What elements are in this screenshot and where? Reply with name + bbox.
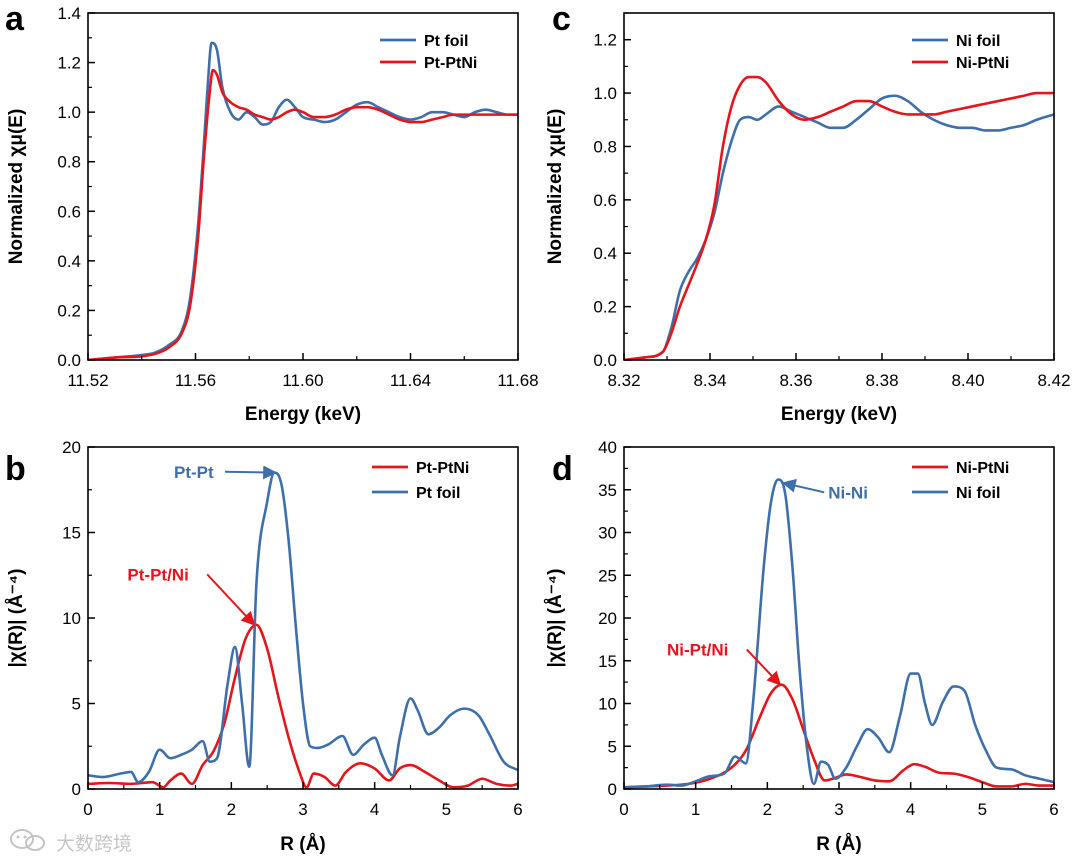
y-tick-label: 10: [598, 695, 617, 714]
x-tick-label: 11.56: [175, 371, 216, 390]
x-tick-label: 5: [442, 800, 451, 819]
x-tick-label: 3: [298, 800, 307, 819]
panel-letter: c: [552, 0, 571, 38]
y-tick-label: 0.0: [57, 351, 81, 370]
y-axis-title: |χ(R)| (Å⁻⁴): [6, 568, 27, 667]
y-tick-label: 5: [72, 695, 81, 714]
y-tick-label: 0.2: [57, 301, 81, 320]
legend-label: Ni-PtNi: [956, 460, 1009, 477]
series-line-pt-ptni: [88, 623, 518, 789]
x-tick-label: 11.60: [282, 371, 323, 390]
legend-label: Pt-PtNi: [424, 55, 477, 72]
y-tick-label: 0.6: [593, 191, 617, 210]
series-line-ni-foil: [624, 478, 1054, 789]
x-tick-label: 2: [763, 800, 772, 819]
x-tick-label: 2: [227, 800, 236, 819]
chart-panel-a: a 11.52 11.56 11.60 11.64 11.68 0.0 0.2 0.4 0.6 0.…: [5, 0, 539, 425]
annotation-arrow: [746, 648, 782, 686]
y-tick-label: 35: [598, 481, 617, 500]
chart-panel-c: c 8.32 8.34 8.36 8.38 8.40 8.42 0.0 0.2 0.4 0.6 0.8…: [545, 0, 1071, 425]
y-tick-label: 5: [608, 737, 617, 756]
y-axis-title: Normalized χμ(E): [545, 109, 566, 265]
panel-letter: d: [552, 450, 573, 488]
y-tick-label: 10: [62, 609, 81, 628]
annotation-arrow: [781, 478, 825, 494]
y-tick-label: 0.8: [57, 153, 81, 172]
watermark-text: 大数跨境: [56, 833, 133, 855]
x-tick-label: 11.52: [67, 371, 108, 390]
legend-label: Ni foil: [956, 33, 1000, 50]
chart-panel-d: d 0 1 2 3 4 5 6 0 5 10 15 20 25 30 35 40 R (Å) |χ(R)| (Å⁻⁴…: [545, 438, 1059, 855]
x-axis-title: R (Å): [280, 834, 325, 855]
x-tick-label: 4: [906, 800, 915, 819]
y-tick-label: 1.0: [57, 103, 81, 122]
y-tick-label: 0: [608, 780, 617, 799]
x-tick-label: 1: [691, 800, 700, 819]
y-axis-title: Normalized χμ(E): [6, 109, 27, 265]
y-tick-label: 0.2: [593, 298, 617, 317]
series-line-ni-ptni: [624, 683, 1054, 789]
x-axis-title: Energy (keV): [245, 404, 361, 425]
x-tick-label: 0: [619, 800, 628, 819]
annotation-label: Ni-Ni: [828, 483, 868, 502]
x-tick-label: 1: [155, 800, 164, 819]
x-tick-label: 8.40: [951, 371, 984, 390]
annotation-arrow: [224, 465, 278, 480]
y-tick-label: 25: [598, 566, 617, 585]
y-tick-label: 0.8: [593, 137, 617, 156]
chart-panel-b: b 0 1 2 3 4 5 6 0 5 10 15 20 R (Å) |χ(R)| (Å⁻⁴) Pt-PtNi…: [5, 438, 523, 855]
panel-letter: b: [5, 450, 26, 488]
series-line-ni-foil: [624, 94, 1054, 360]
y-axis-title: |χ(R)| (Å⁻⁴): [545, 568, 566, 667]
x-tick-label: 6: [1049, 800, 1058, 819]
x-tick-label: 3: [834, 800, 843, 819]
series-line-pt-foil: [88, 41, 518, 360]
legend-label: Ni-PtNi: [956, 55, 1009, 72]
y-tick-label: 1.2: [57, 54, 81, 73]
x-tick-label: 8.36: [779, 371, 812, 390]
watermark: 大数跨境: [8, 826, 158, 856]
y-tick-label: 1.0: [593, 84, 617, 103]
y-tick-label: 0: [72, 780, 81, 799]
y-tick-label: 0.4: [593, 244, 617, 263]
y-tick-label: 1.4: [57, 4, 81, 23]
x-tick-label: 8.42: [1037, 371, 1070, 390]
x-tick-label: 8.32: [607, 371, 640, 390]
y-tick-label: 20: [598, 609, 617, 628]
panel-letter: a: [5, 0, 25, 38]
y-tick-label: 0.0: [593, 351, 617, 370]
y-tick-label: 40: [598, 438, 617, 457]
x-tick-label: 8.34: [693, 371, 726, 390]
x-axis-title: R (Å): [816, 834, 861, 855]
legend-label: Pt foil: [424, 33, 468, 50]
x-tick-label: 6: [513, 800, 522, 819]
y-tick-label: 30: [598, 524, 617, 543]
annotation-label: Pt-Pt: [174, 463, 214, 482]
x-axis-title: Energy (keV): [781, 404, 897, 425]
annotation-label: Pt-Pt/Ni: [127, 565, 188, 584]
series-line-ni-ptni: [624, 75, 1054, 360]
x-tick-label: 0: [83, 800, 92, 819]
y-tick-label: 0.4: [57, 252, 81, 271]
legend-label: Ni foil: [956, 485, 1000, 502]
wechat-logo-icon: [10, 829, 45, 851]
series-line-pt-ptni: [88, 68, 518, 360]
legend-label: Pt-PtNi: [416, 460, 469, 477]
series-line-pt-foil: [88, 471, 518, 784]
legend-label: Pt foil: [416, 485, 460, 502]
x-tick-label: 4: [370, 800, 379, 819]
y-tick-label: 0.6: [57, 202, 81, 221]
x-tick-label: 5: [978, 800, 987, 819]
y-tick-label: 1.2: [593, 31, 617, 50]
y-tick-label: 15: [598, 652, 617, 671]
y-tick-label: 20: [62, 438, 81, 457]
x-tick-label: 11.68: [497, 371, 538, 390]
x-tick-label: 11.64: [390, 371, 431, 390]
y-tick-label: 15: [62, 524, 81, 543]
annotation-arrow: [206, 573, 256, 626]
x-tick-label: 8.38: [865, 371, 898, 390]
annotation-label: Ni-Pt/Ni: [667, 641, 728, 660]
